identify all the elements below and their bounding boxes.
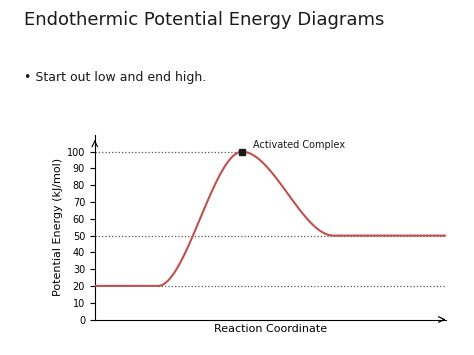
Y-axis label: Potential Energy (kJ/mol): Potential Energy (kJ/mol) [53, 158, 63, 296]
Text: • Start out low and end high.: • Start out low and end high. [24, 71, 206, 84]
Text: Activated Complex: Activated Complex [253, 140, 345, 150]
Text: Endothermic Potential Energy Diagrams: Endothermic Potential Energy Diagrams [24, 11, 384, 29]
X-axis label: Reaction Coordinate: Reaction Coordinate [214, 324, 327, 334]
